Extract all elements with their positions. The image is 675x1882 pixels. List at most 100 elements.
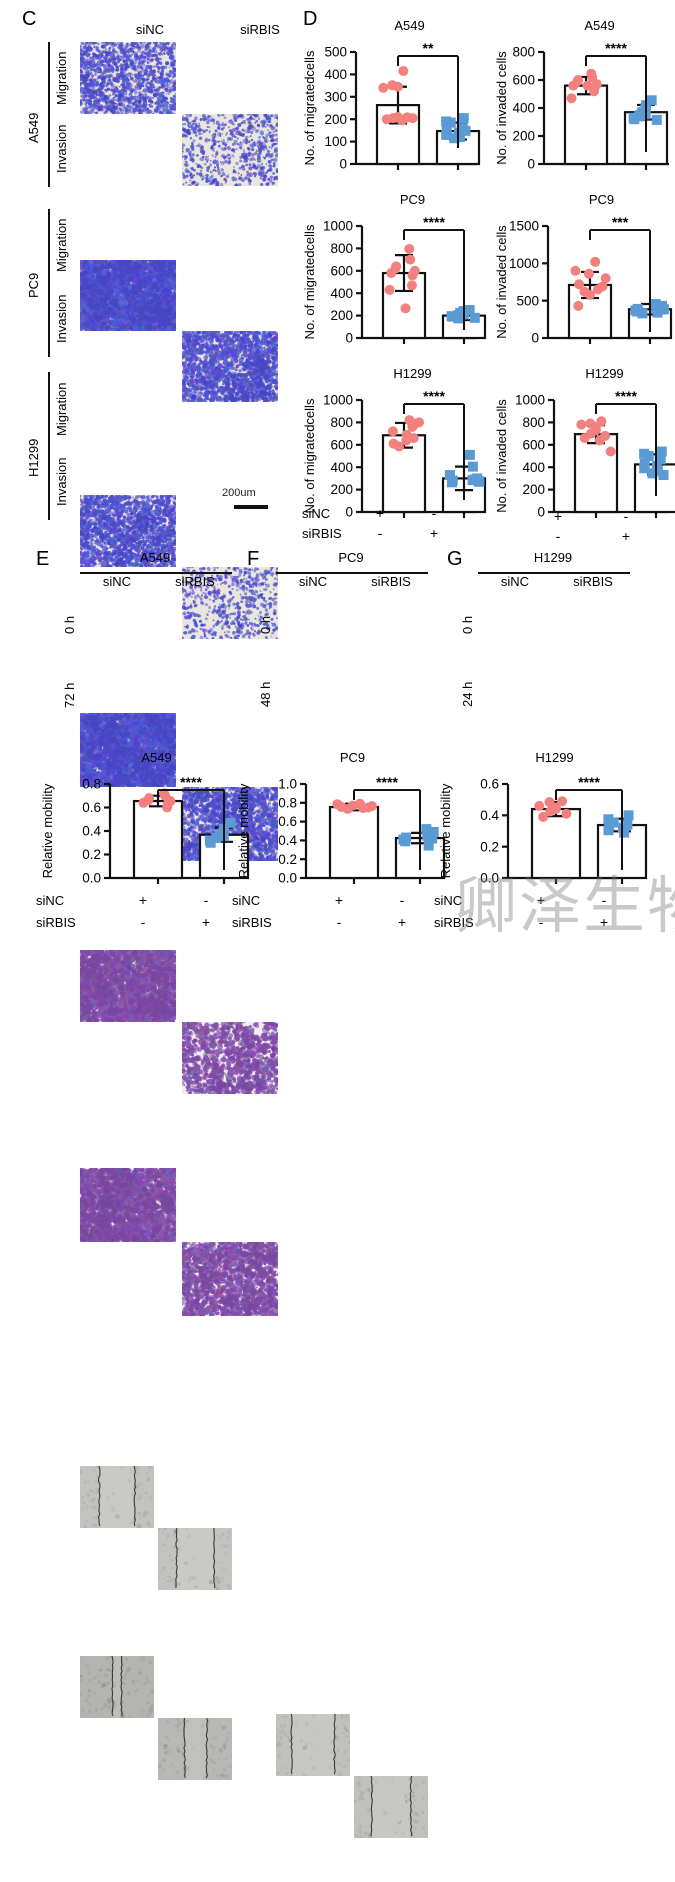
- micrograph-H1299-migration-siNC: [80, 950, 176, 1022]
- data-point: [225, 817, 236, 828]
- y-tick-label: 0: [345, 331, 353, 346]
- wound-A549-0h-siNC: [80, 1466, 154, 1528]
- data-point: [342, 803, 353, 814]
- y-tick-label: 300: [324, 89, 347, 104]
- data-point: [561, 808, 572, 819]
- y-tick-label: 0.2: [278, 852, 297, 867]
- panelF-header-siNC: siNC: [298, 574, 328, 589]
- significance-marker: ****: [423, 388, 445, 404]
- y-axis-label: No. of migratedcells: [302, 50, 317, 165]
- chart-a549-migration: A549 0 100 200 300 400 500 No. of migratedcells…: [300, 18, 481, 182]
- chart-title: PC9: [340, 750, 365, 765]
- data-point: [401, 435, 412, 446]
- y-tick-label: 800: [330, 241, 353, 256]
- data-point: [557, 796, 568, 807]
- y-tick-label: 200: [330, 308, 353, 323]
- data-point: [583, 268, 594, 279]
- micrograph-PC9-migration-siRBIS: [182, 567, 278, 639]
- y-tick-label: 0: [527, 157, 535, 172]
- y-tick-label: 100: [324, 134, 347, 149]
- y-tick-label: 1000: [515, 393, 545, 408]
- data-point: [643, 451, 654, 461]
- data-point: [453, 313, 464, 324]
- scale-bar-line: [234, 505, 268, 509]
- y-axis-label: No. of invaded cells: [494, 51, 509, 165]
- panelF-mark-siNC-col2: -: [399, 892, 405, 908]
- micrograph-A549-migration-siNC: [80, 42, 176, 114]
- chart-a549-invasion: A549 0 200 400 600 800 No. of invaded cells ***…: [492, 18, 669, 182]
- data-point: [605, 446, 616, 457]
- panelE-row-label-siRBIS: siRBIS: [36, 915, 76, 930]
- wound-A549-72h-siNC: [80, 1656, 154, 1718]
- y-axis-label: Relative mobility: [40, 783, 55, 878]
- y-tick-label: 600: [522, 437, 545, 452]
- y-tick-label: 1000: [509, 256, 539, 271]
- data-point: [619, 827, 630, 838]
- y-tick-label: 0.2: [82, 847, 101, 862]
- panelE-time-72h: 72 h: [62, 682, 77, 708]
- significance-marker: ****: [605, 40, 627, 56]
- plot-f-pc9-mobility: PC9 0.0 0.2 0.4 0.6 0.8 1.0 Relative mobility **…: [236, 750, 446, 886]
- panelC-cellline-A549: A549: [26, 112, 41, 144]
- y-tick-label: 1000: [323, 219, 353, 234]
- y-tick-label: 1.0: [278, 777, 297, 792]
- panelD-row-label-siNC: siNC: [302, 506, 331, 521]
- data-point: [392, 81, 403, 92]
- data-point: [652, 465, 663, 476]
- data-point: [632, 306, 643, 317]
- data-point: [603, 814, 614, 825]
- y-axis-label: No. of invaded cells: [494, 225, 509, 339]
- micrograph-PC9-invasion-siNC: [80, 713, 176, 787]
- panelG-time-0h: 0 h: [460, 615, 475, 635]
- panel-letter-c: C: [22, 8, 37, 30]
- wound-PC9-0h-siNC: [276, 1714, 350, 1776]
- data-point: [579, 433, 590, 444]
- panelG-row-label-siRBIS: siRBIS: [434, 915, 474, 930]
- panel-letter-g: G: [447, 548, 463, 570]
- chart-title: A549: [584, 18, 614, 33]
- panelE-mark-siNC-col1: +: [138, 892, 148, 908]
- data-point: [400, 836, 411, 847]
- y-axis-label: No. of invaded cells: [494, 399, 509, 513]
- panelF-time-48h: 48 h: [258, 681, 273, 707]
- chart-title: H1299: [585, 366, 623, 381]
- y-tick-label: 200: [512, 129, 535, 144]
- data-point: [460, 125, 471, 136]
- y-tick-label: 600: [512, 73, 535, 88]
- y-tick-label: 0: [531, 331, 539, 346]
- data-point: [441, 129, 452, 140]
- data-point: [405, 254, 416, 265]
- panelC-header-siRBIS: siRBIS: [240, 22, 280, 37]
- panelF-row-label-siRBIS: siRBIS: [232, 915, 272, 930]
- y-tick-label: 800: [522, 415, 545, 430]
- panelD-mark-siRBIS-col2: +: [429, 525, 439, 541]
- data-point: [603, 825, 614, 836]
- micrograph-A549-invasion-siNC: [80, 260, 176, 331]
- data-point: [651, 114, 662, 125]
- chart-pc9-migration: PC9 0 200 400 600 800 1000 No. of migratedcells…: [300, 192, 487, 356]
- y-tick-label: 0: [537, 505, 545, 520]
- data-point: [398, 66, 409, 77]
- panelC-assay-A549-migration: Migration: [54, 51, 69, 105]
- y-tick-label: 200: [522, 482, 545, 497]
- data-point: [658, 470, 669, 481]
- panel-letter-e: E: [36, 548, 50, 570]
- data-point: [381, 114, 392, 125]
- data-point: [211, 833, 222, 844]
- panelC-rule-PC9: [48, 209, 50, 357]
- data-point: [582, 80, 593, 91]
- chart-title: PC9: [400, 192, 425, 207]
- y-tick-label: 500: [516, 293, 539, 308]
- data-point: [637, 308, 648, 319]
- chart-h1299-mobility: H1299 0.0 0.2 0.4 0.6 Relative mobility ****: [430, 750, 648, 894]
- y-axis-label: Relative mobility: [236, 783, 251, 878]
- y-tick-label: 0.0: [82, 871, 101, 886]
- panel-letter-f: F: [247, 548, 260, 570]
- data-point: [600, 273, 611, 284]
- data-point: [445, 117, 456, 128]
- panelD-inv-mark-siNC-col1: +: [553, 508, 563, 524]
- y-tick-label: 0.6: [480, 777, 499, 792]
- y-axis-label: No. of migratedcells: [302, 398, 317, 513]
- wound-PC9-0h-siRBIS: [354, 1776, 428, 1838]
